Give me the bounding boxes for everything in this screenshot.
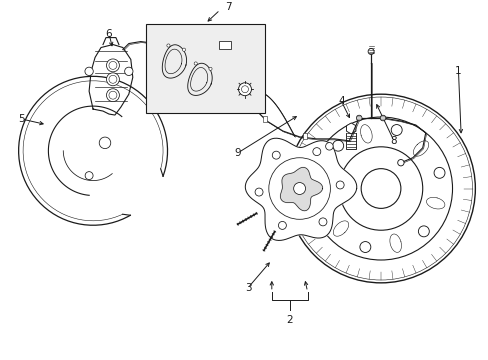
Circle shape: [325, 143, 332, 150]
Circle shape: [278, 221, 286, 229]
Circle shape: [106, 59, 119, 72]
Circle shape: [356, 115, 361, 121]
Bar: [302, 133, 306, 139]
Circle shape: [85, 172, 93, 180]
Circle shape: [194, 62, 197, 65]
Circle shape: [166, 44, 170, 47]
Text: 7: 7: [224, 2, 231, 12]
Circle shape: [397, 159, 403, 166]
Circle shape: [99, 137, 110, 149]
Circle shape: [380, 115, 385, 121]
Text: 6: 6: [105, 28, 112, 39]
Polygon shape: [245, 138, 356, 240]
Circle shape: [336, 181, 344, 189]
Circle shape: [255, 188, 263, 196]
Circle shape: [367, 49, 373, 54]
Text: 9: 9: [234, 148, 241, 158]
Circle shape: [124, 67, 133, 76]
Text: 5: 5: [18, 114, 25, 124]
Text: 8: 8: [390, 136, 396, 146]
Circle shape: [182, 48, 185, 51]
Text: 2: 2: [286, 315, 292, 325]
Circle shape: [208, 67, 212, 71]
Circle shape: [312, 148, 320, 156]
Circle shape: [272, 151, 280, 159]
Bar: [219, 41, 231, 49]
Polygon shape: [280, 167, 322, 211]
Circle shape: [318, 218, 326, 226]
Text: 3: 3: [244, 283, 251, 293]
Text: 1: 1: [454, 66, 461, 76]
Circle shape: [85, 67, 93, 76]
Circle shape: [238, 83, 251, 96]
Bar: [145, 24, 264, 113]
Circle shape: [268, 158, 330, 219]
Text: 4: 4: [337, 96, 344, 106]
Circle shape: [106, 89, 119, 102]
Circle shape: [293, 183, 305, 194]
Bar: [263, 116, 266, 122]
Circle shape: [106, 73, 119, 86]
